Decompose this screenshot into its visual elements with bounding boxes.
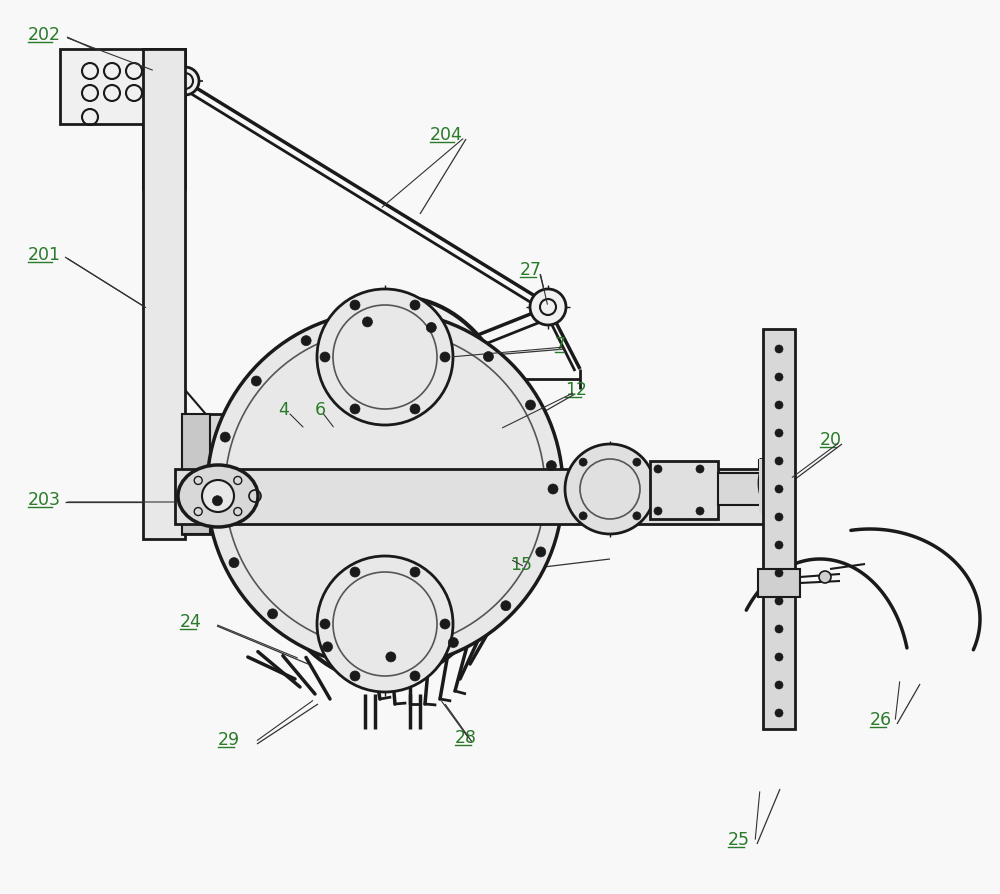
Circle shape (819, 571, 831, 584)
Text: 4: 4 (278, 401, 289, 418)
Circle shape (350, 300, 360, 311)
Circle shape (410, 568, 420, 578)
Circle shape (448, 637, 458, 648)
Circle shape (696, 508, 704, 516)
Text: 24: 24 (180, 612, 202, 630)
Text: 28: 28 (455, 729, 477, 746)
Text: 204: 204 (430, 126, 463, 144)
Circle shape (268, 609, 278, 620)
Circle shape (410, 300, 420, 311)
Circle shape (775, 654, 783, 662)
Circle shape (350, 568, 360, 578)
Text: 29: 29 (218, 730, 240, 748)
Circle shape (775, 709, 783, 717)
Bar (718, 474, 768, 505)
Circle shape (323, 642, 333, 652)
Circle shape (565, 444, 655, 535)
Circle shape (696, 466, 704, 474)
Circle shape (501, 601, 511, 611)
Circle shape (654, 466, 662, 474)
Circle shape (317, 556, 453, 692)
Circle shape (775, 374, 783, 382)
Circle shape (220, 433, 230, 443)
Circle shape (362, 317, 372, 327)
Ellipse shape (178, 466, 258, 527)
Circle shape (386, 652, 396, 662)
Ellipse shape (254, 298, 526, 681)
Circle shape (202, 480, 234, 512)
Bar (175, 469, 765, 525)
Text: 201: 201 (28, 246, 61, 264)
FancyBboxPatch shape (130, 30, 830, 709)
Circle shape (530, 290, 566, 325)
Text: 202: 202 (28, 26, 61, 44)
Circle shape (579, 459, 587, 467)
Bar (650, 461, 718, 519)
Bar (280, 454, 328, 493)
Circle shape (410, 671, 420, 681)
Circle shape (320, 352, 330, 363)
Circle shape (775, 597, 783, 605)
Circle shape (171, 68, 199, 96)
Circle shape (207, 312, 563, 667)
Circle shape (775, 401, 783, 409)
Text: 203: 203 (28, 491, 61, 509)
Text: 7: 7 (555, 335, 566, 354)
Circle shape (483, 352, 493, 362)
Circle shape (350, 404, 360, 415)
Circle shape (579, 512, 587, 520)
Circle shape (317, 290, 453, 426)
Text: 27: 27 (520, 261, 542, 279)
Circle shape (775, 569, 783, 578)
Text: 26: 26 (870, 710, 892, 729)
Circle shape (775, 513, 783, 521)
Circle shape (775, 625, 783, 633)
Bar (143, 50, 185, 190)
Circle shape (320, 620, 330, 629)
Circle shape (654, 508, 662, 516)
Circle shape (548, 485, 558, 494)
Circle shape (633, 512, 641, 520)
Text: 6: 6 (315, 401, 326, 418)
Text: 25: 25 (728, 830, 750, 848)
Circle shape (426, 323, 436, 333)
Bar (328, 461, 356, 485)
Circle shape (350, 671, 360, 681)
Circle shape (229, 558, 239, 568)
Circle shape (775, 429, 783, 437)
Circle shape (301, 336, 311, 346)
Circle shape (251, 376, 261, 386)
Circle shape (775, 485, 783, 493)
Bar (182, 415, 282, 535)
Polygon shape (305, 369, 430, 409)
Circle shape (212, 496, 222, 506)
Circle shape (633, 459, 641, 467)
Bar (368, 375, 398, 397)
Bar (143, 50, 185, 539)
Circle shape (775, 542, 783, 550)
Ellipse shape (759, 457, 791, 510)
Bar (759, 460, 791, 513)
Text: 15: 15 (510, 555, 532, 573)
Bar (60, 50, 185, 125)
Circle shape (525, 401, 535, 410)
Circle shape (381, 363, 399, 381)
Text: 20: 20 (820, 431, 842, 449)
Circle shape (536, 547, 546, 557)
Bar (763, 330, 795, 730)
Bar (758, 569, 800, 597)
Circle shape (775, 346, 783, 354)
Circle shape (410, 404, 420, 415)
Circle shape (775, 458, 783, 466)
Bar (182, 415, 210, 535)
Text: 12: 12 (565, 381, 587, 399)
Circle shape (440, 352, 450, 363)
Circle shape (546, 461, 556, 471)
Circle shape (775, 681, 783, 689)
Circle shape (440, 620, 450, 629)
